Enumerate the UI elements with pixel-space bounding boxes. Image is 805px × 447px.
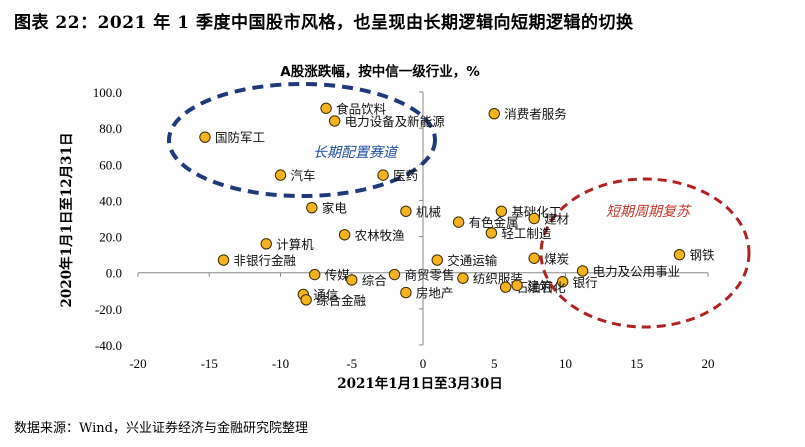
data-point-label: 建筑: [527, 278, 553, 293]
data-point-label: 通信: [313, 287, 338, 302]
data-point-label: 计算机: [276, 237, 314, 252]
data-point-label: 国防军工: [215, 130, 265, 145]
data-point: [485, 227, 498, 239]
data-point-label: 房地产: [416, 286, 454, 301]
data-point: [338, 229, 351, 241]
data-point-label: 建材: [544, 212, 569, 227]
y-axis-label: 2020年1月1日至12月31日: [58, 133, 75, 308]
data-point: [457, 272, 469, 284]
y-tick-label: 100.0: [93, 85, 122, 100]
data-point: [511, 279, 523, 292]
data-point-label: 消费者服务: [504, 107, 567, 122]
data-point: [274, 169, 287, 181]
data-point: [388, 268, 401, 281]
data-point: [346, 274, 358, 286]
figure-title: 图表 22：2021 年 1 季度中国股市风格，也呈现由长期逻辑向短期逻辑的切换: [14, 13, 634, 33]
x-tick-label: 20: [702, 356, 715, 371]
long-term-ellipse: [167, 82, 437, 198]
x-axis-label: 2021年1月1日至3月30日: [337, 375, 503, 392]
data-point: [499, 281, 512, 293]
annotation-short-term: 短期周期复苏: [606, 204, 692, 220]
data-point-label: 有色金属: [469, 215, 519, 230]
x-tick-label: 5: [491, 356, 498, 371]
data-point-label: 轻工制造: [501, 226, 552, 241]
data-point: [528, 212, 540, 225]
data-point-label: 医药: [393, 168, 418, 183]
y-tick-label: 80.0: [99, 121, 122, 136]
data-point: [260, 238, 272, 250]
x-tick-label: -20: [129, 356, 146, 371]
data-point-label: 基础化工: [511, 204, 561, 219]
data-point: [488, 107, 500, 120]
data-point-label: 综合: [362, 273, 388, 288]
y-tick-label: -20.0: [95, 302, 122, 317]
data-point: [576, 265, 589, 277]
x-tick-label: -15: [201, 356, 218, 371]
x-tick-label: -5: [346, 356, 357, 371]
data-point-label: 商贸零售: [405, 268, 455, 283]
data-point: [495, 205, 508, 217]
y-tick-label: 0.0: [106, 266, 122, 281]
data-point: [320, 102, 332, 114]
data-point-label: 综合金融: [316, 293, 367, 308]
data-point-label: 石油石化: [516, 280, 567, 295]
data-point: [199, 131, 211, 143]
data-source-note: 数据来源：Wind，兴业证券经济与金融研究院整理: [14, 421, 308, 436]
data-point-label: 银行: [573, 275, 598, 290]
data-point: [217, 254, 230, 266]
data-point-label: 煤炭: [544, 251, 569, 266]
data-point-label: 电力设备及新能源: [345, 114, 446, 129]
data-point: [300, 294, 312, 306]
data-point: [306, 201, 318, 214]
data-point: [328, 115, 341, 127]
y-tick-label: 40.0: [99, 193, 122, 208]
data-point-label: 家电: [322, 201, 348, 216]
y-tick-label: 60.0: [99, 157, 122, 172]
data-point: [556, 276, 569, 288]
short-term-ellipse: [539, 177, 751, 329]
data-point-label: 食品饮料: [336, 101, 387, 116]
data-point-label: 非银行金融: [234, 253, 297, 268]
data-point-label: 纺织服装: [473, 271, 523, 286]
data-point: [452, 216, 465, 228]
annotation-long-term: 长期配置赛道: [313, 145, 399, 161]
x-tick-label: 0: [420, 356, 427, 371]
data-point: [309, 268, 321, 281]
data-point-label: 钢铁: [690, 248, 716, 263]
data-point: [377, 169, 389, 181]
data-point: [400, 205, 412, 217]
data-point: [400, 286, 412, 299]
x-tick-label: -10: [272, 356, 289, 371]
data-point: [431, 254, 443, 266]
data-point-label: 汽车: [291, 168, 316, 183]
y-tick-label: -40.0: [95, 338, 122, 353]
x-tick-label: 15: [630, 356, 643, 371]
chart-title: A股涨跌幅，按中信一级行业，%: [280, 63, 480, 80]
y-tick-label: 20.0: [99, 230, 122, 245]
data-point-label: 农林牧渔: [355, 228, 405, 243]
data-point-label: 传媒: [325, 268, 351, 283]
x-tick-label: 10: [559, 356, 572, 371]
data-point-label: 交通运输: [447, 253, 498, 268]
data-point-label: 电力及公用事业: [593, 264, 681, 279]
data-point-label: 机械: [416, 204, 442, 219]
data-point: [673, 248, 686, 261]
data-point: [528, 252, 540, 264]
